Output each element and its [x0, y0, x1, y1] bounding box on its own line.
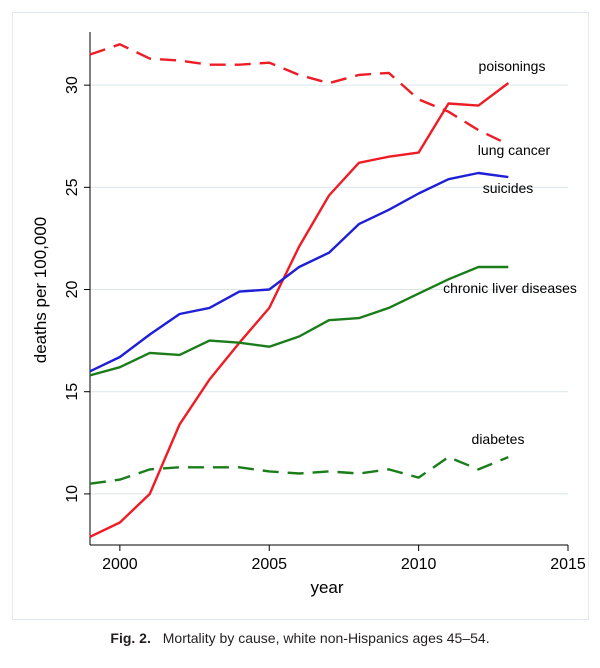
y-axis-label: deaths per 100,000	[31, 217, 50, 364]
y-tick-label: 15	[64, 383, 81, 401]
series-label: poisonings	[479, 58, 546, 74]
y-tick-label: 20	[64, 281, 81, 299]
series-lines	[89, 43, 510, 538]
axes: 10 15 20 25 30 2000 2005 2010 2015	[64, 32, 586, 573]
series-label: diabetes	[472, 431, 525, 447]
y-tick-label: 10	[64, 485, 81, 503]
series-line-diabetes	[89, 455, 509, 485]
x-axis-label: year	[310, 578, 343, 597]
series-line-suicides	[89, 171, 509, 373]
y-tick-label: 30	[64, 76, 81, 94]
figure-caption: Fig. 2. Mortality by cause, white non-Hi…	[0, 630, 600, 646]
series-line-lung-cancer	[89, 43, 509, 146]
y-tick-label: 25	[64, 178, 81, 196]
series-line-poisonings	[89, 82, 510, 538]
gridlines	[90, 84, 568, 495]
series-line-chronic-liver-diseases	[89, 265, 509, 377]
series-label: lung cancer	[478, 142, 551, 158]
x-tick-label: 2005	[251, 556, 287, 573]
x-tick-label: 2010	[401, 556, 437, 573]
series-label: suicides	[483, 180, 534, 196]
figure-frame	[12, 12, 589, 620]
series-label: chronic liver diseases	[443, 280, 577, 296]
x-tick-label: 2000	[102, 556, 138, 573]
line-chart: 10 15 20 25 30 2000 2005 2010 2015 poisonings lun…	[31, 32, 586, 597]
series-labels: poisonings lung cancer suicides chronic liv…	[443, 58, 577, 447]
caption-label: Fig. 2.	[110, 630, 151, 646]
caption-text: Mortality by cause, white non-Hispanics …	[162, 630, 490, 646]
x-tick-label: 2015	[550, 556, 586, 573]
